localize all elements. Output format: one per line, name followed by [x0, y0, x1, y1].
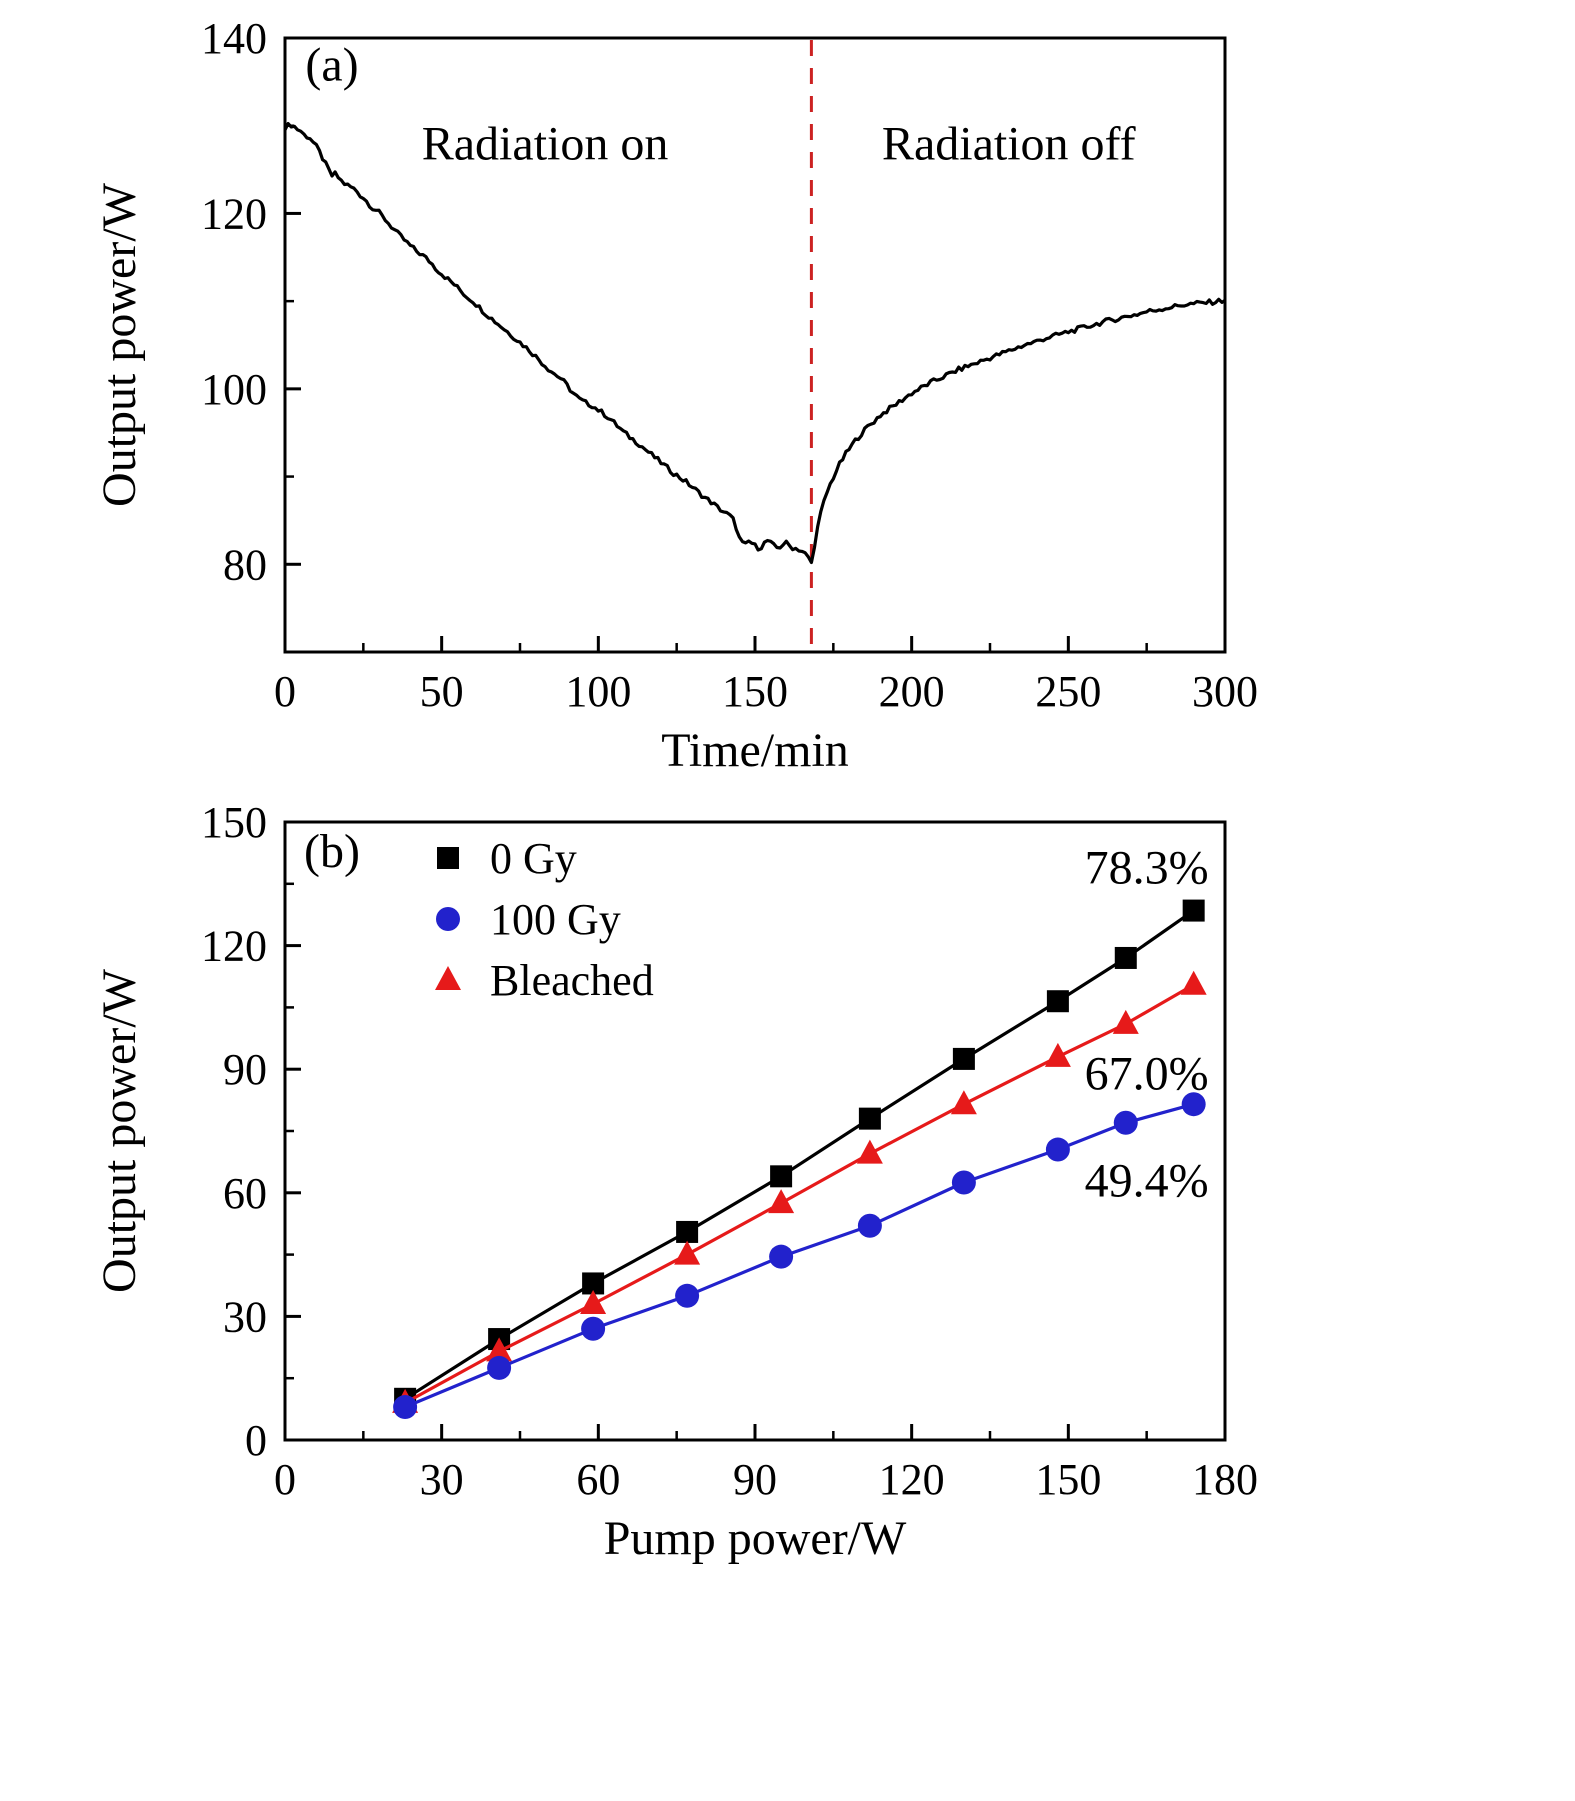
circle-marker: [393, 1395, 418, 1420]
panel-label: (b): [304, 825, 360, 878]
y-axis-label: Output power/W: [93, 968, 146, 1293]
circle-marker: [951, 1170, 976, 1195]
circle-marker: [581, 1316, 606, 1341]
efficiency-label-67-0: 67.0%: [1085, 1047, 1209, 1100]
y-tick-label: 0: [245, 1416, 267, 1465]
series-bleached: [404, 983, 1195, 1405]
x-tick-label: 150: [1035, 1455, 1101, 1504]
x-tick-label: 100: [565, 667, 631, 716]
circle-marker: [769, 1244, 794, 1269]
triangle-marker: [435, 966, 461, 990]
x-tick-label: 50: [420, 667, 464, 716]
annotation-radiation-off: Radiation off: [882, 117, 1136, 170]
circle-marker: [436, 907, 460, 931]
x-tick-label: 300: [1192, 667, 1258, 716]
triangle-marker: [950, 1090, 977, 1115]
square-marker: [1114, 946, 1137, 969]
plot-box: [283, 820, 1227, 1442]
efficiency-label-78-3: 78.3%: [1085, 841, 1209, 894]
y-axis-label: Output power/W: [93, 182, 146, 507]
triangle-marker: [580, 1290, 607, 1315]
legend-label-100-gy: 100 Gy: [490, 895, 621, 944]
panel-b-chart: 0 30 60 90 120 150 180 0 30 60 90 120 150 Pump power/…: [93, 798, 1258, 1565]
circle-marker: [1045, 1137, 1070, 1162]
x-axis-label: Pump power/W: [604, 1512, 907, 1565]
y-tick-label: 80: [223, 540, 267, 589]
circle-marker: [1113, 1110, 1138, 1135]
triangle-marker: [768, 1189, 795, 1214]
triangle-marker: [856, 1139, 883, 1164]
x-tick-label: 250: [1035, 667, 1101, 716]
circle-marker: [487, 1355, 512, 1380]
panel-label: (a): [305, 38, 358, 91]
circle-marker: [675, 1283, 700, 1308]
y-tick-label: 100: [201, 365, 267, 414]
circle-marker: [857, 1213, 882, 1238]
annotation-radiation-on: Radiation on: [422, 117, 669, 170]
triangle-marker: [674, 1240, 701, 1265]
x-tick-label: 150: [722, 667, 788, 716]
y-tick-label: 90: [223, 1045, 267, 1094]
x-tick-label: 90: [733, 1455, 777, 1504]
square-marker: [1182, 899, 1205, 922]
series-100-gy: [404, 1102, 1195, 1409]
y-tick-label: 140: [201, 14, 267, 63]
x-tick-label: 200: [879, 667, 945, 716]
square-marker: [770, 1165, 793, 1188]
square-marker: [582, 1272, 605, 1295]
x-tick-label: 30: [420, 1455, 464, 1504]
square-marker: [952, 1047, 975, 1070]
x-tick-label: 0: [274, 667, 296, 716]
x-axis-label: Time/min: [661, 724, 849, 777]
x-tick-label: 60: [576, 1455, 620, 1504]
efficiency-label-49-4: 49.4%: [1085, 1154, 1209, 1207]
series-output-power-trace: [283, 122, 1226, 565]
square-marker: [676, 1220, 699, 1243]
y-tick-label: 120: [201, 189, 267, 238]
square-marker: [1046, 990, 1069, 1013]
y-tick-label: 150: [201, 798, 267, 847]
x-tick-label: 180: [1192, 1455, 1258, 1504]
panel-a-chart: 0 50 100 150 200 250 300 80 100 120 140 Time/min Out…: [93, 14, 1258, 777]
legend-label-0-gy: 0 Gy: [490, 834, 577, 883]
triangle-marker: [1112, 1009, 1139, 1034]
triangle-marker: [1180, 970, 1207, 995]
square-marker: [858, 1107, 881, 1130]
series-0-gy: [404, 909, 1195, 1401]
triangle-marker: [1044, 1042, 1071, 1067]
y-tick-label: 120: [201, 922, 267, 971]
legend-label-bleached: Bleached: [490, 956, 654, 1005]
square-marker: [437, 847, 459, 869]
x-tick-label: 0: [274, 1455, 296, 1504]
x-tick-label: 120: [879, 1455, 945, 1504]
y-tick-label: 30: [223, 1292, 267, 1341]
circle-marker: [1181, 1092, 1206, 1117]
triangle-marker: [486, 1337, 513, 1362]
y-tick-label: 60: [223, 1169, 267, 1218]
